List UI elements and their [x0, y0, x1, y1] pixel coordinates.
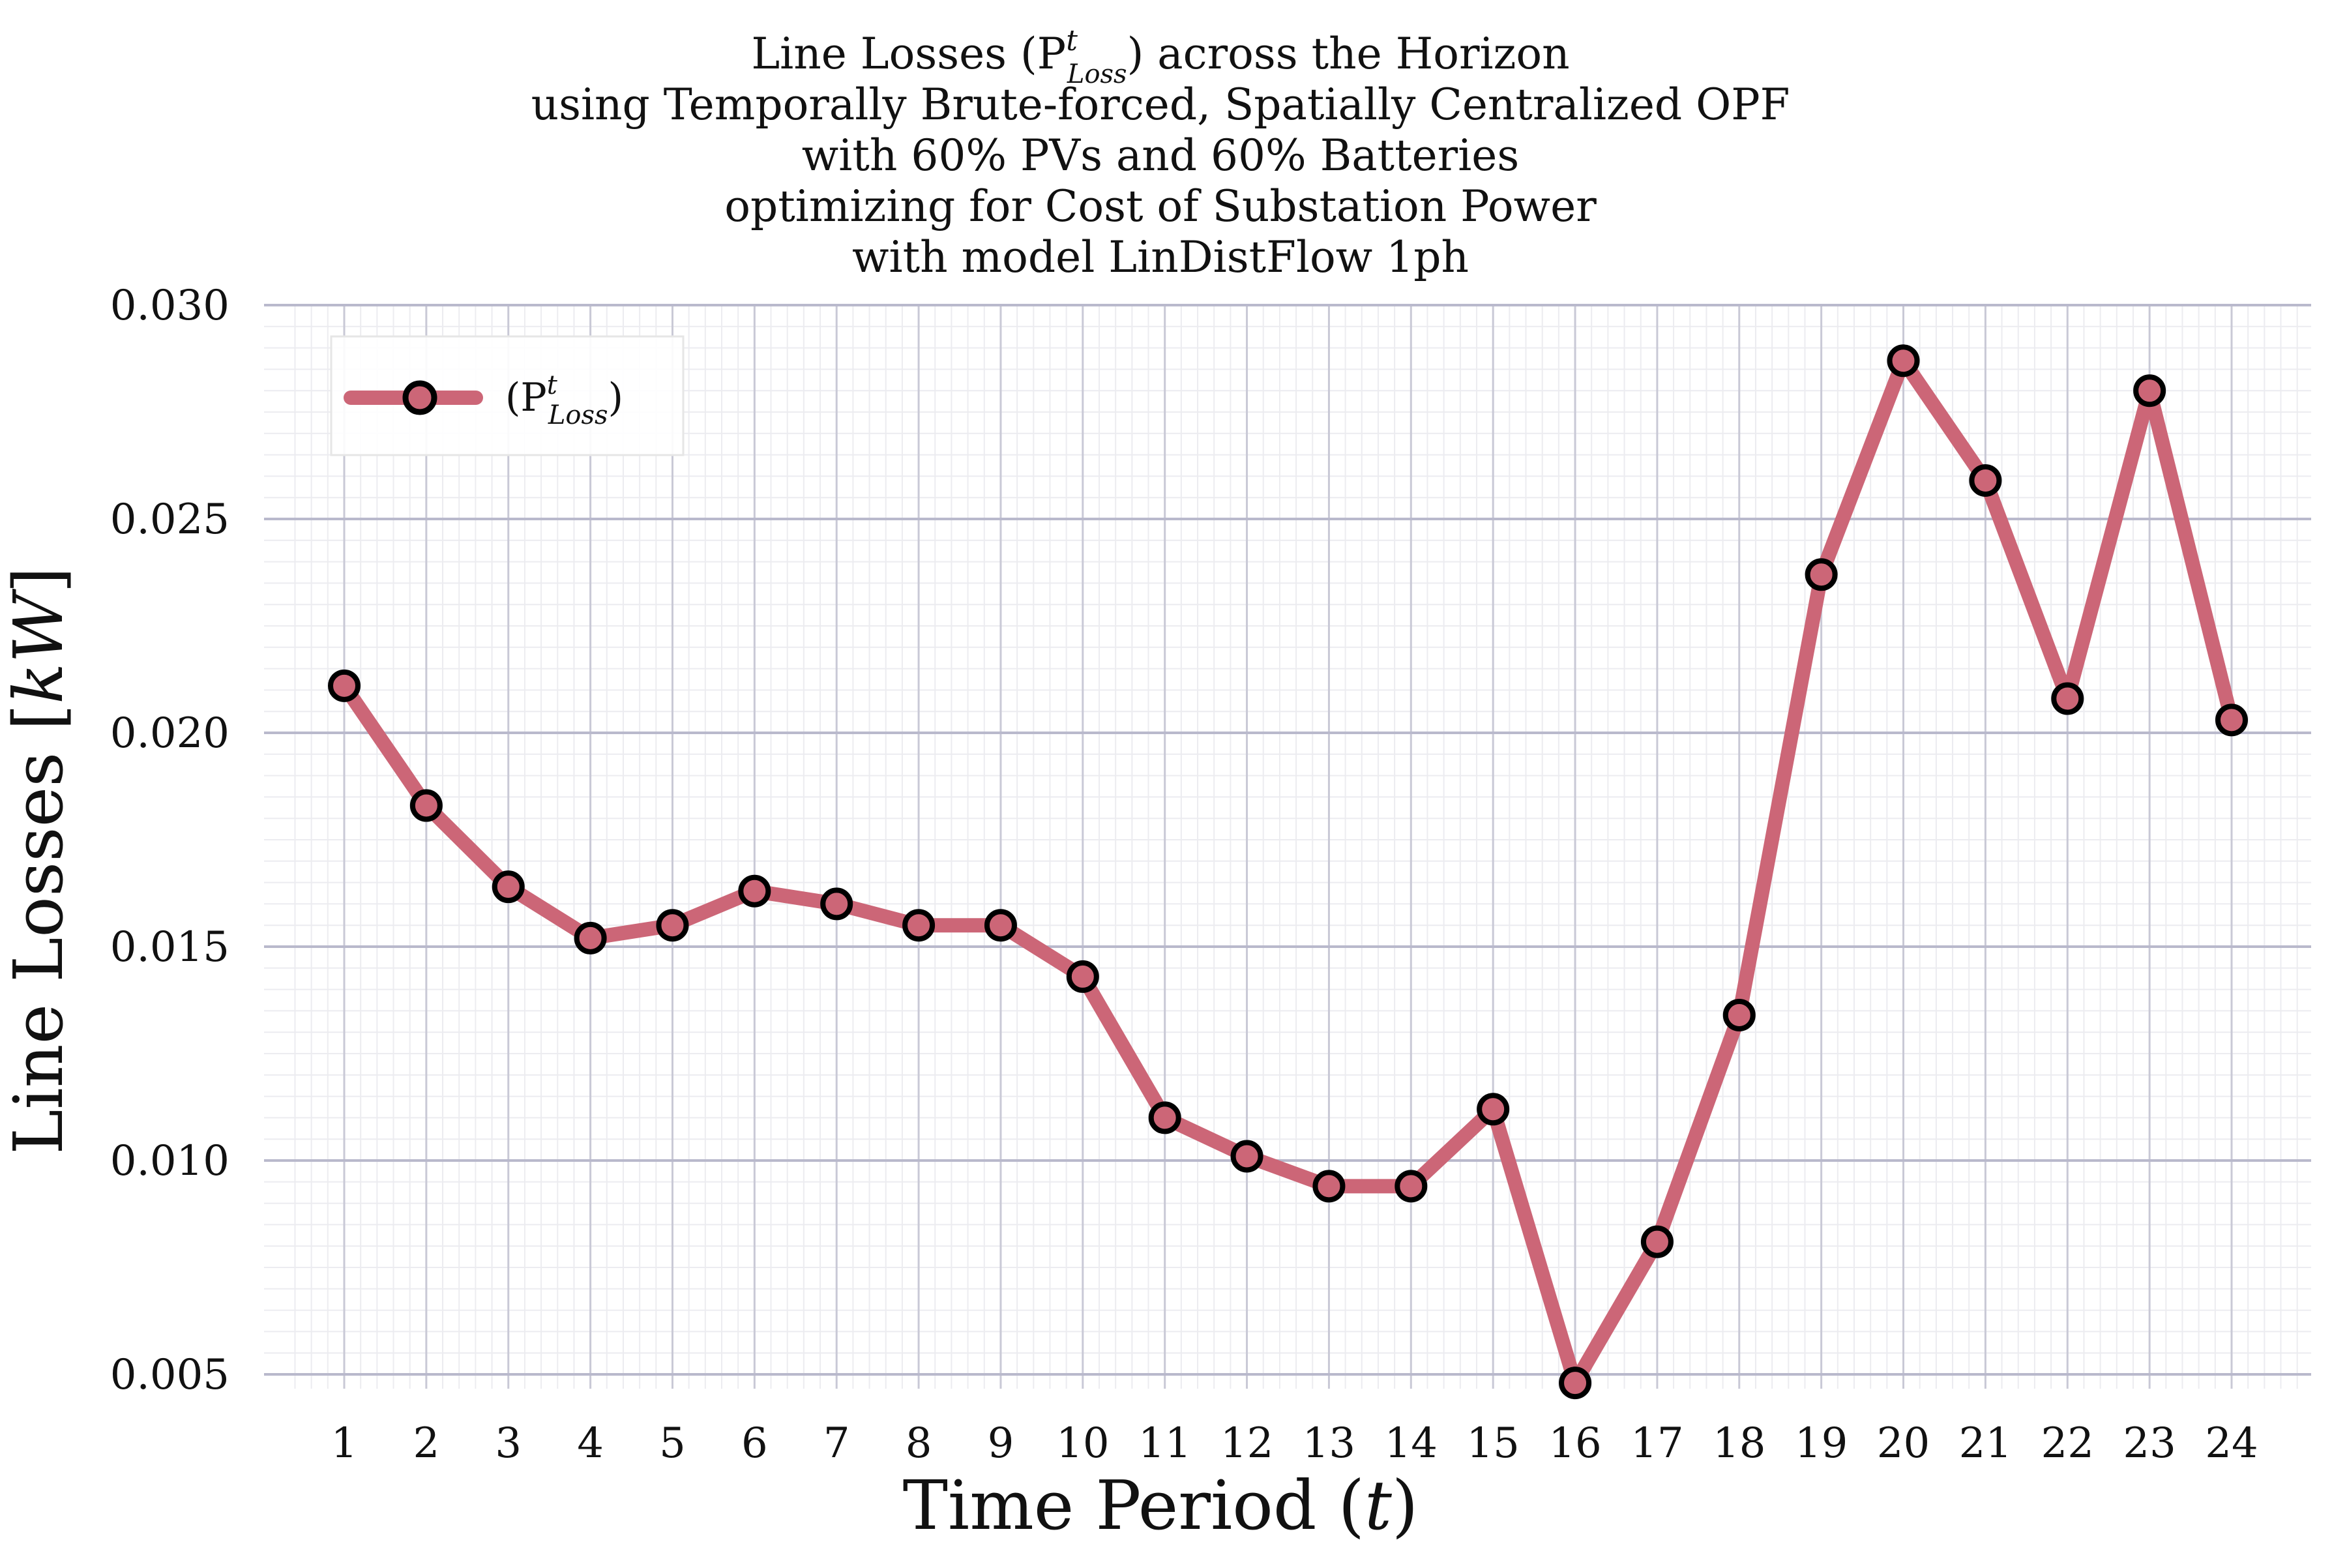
- y-axis-label: Line Losses [kW]: [0, 567, 78, 1154]
- data-point-1: [328, 669, 361, 702]
- x-tick-label: 16: [1548, 1419, 1601, 1468]
- data-point-16: [1559, 1367, 1592, 1400]
- data-point-17: [1640, 1225, 1674, 1258]
- data-point-6: [738, 874, 771, 908]
- title-line-2: using Temporally Brute-forced, Spatially…: [531, 80, 1790, 130]
- x-tick-label: 10: [1056, 1419, 1109, 1468]
- x-tick-label: 13: [1303, 1419, 1355, 1468]
- x-tick-label: 23: [2123, 1419, 2176, 1468]
- x-tick-labels: 1 2 3 4 5 6 7 8 9 10 11 12 13 14 15 16 17 18 19 20 21 22 23 24: [331, 1419, 2258, 1468]
- data-point-22: [2051, 682, 2084, 715]
- x-tick-label: 4: [577, 1419, 604, 1468]
- x-tick-label: 21: [1959, 1419, 2012, 1468]
- x-tick-label: 1: [331, 1419, 358, 1468]
- data-point-19: [1805, 558, 1838, 591]
- data-point-7: [820, 887, 853, 921]
- series-layer: [328, 344, 2248, 1400]
- x-tick-label: 2: [413, 1419, 440, 1468]
- title-line-5: with model LinDistFlow 1ph: [852, 232, 1469, 282]
- x-tick-label: 15: [1466, 1419, 1519, 1468]
- y-tick-label: 0.005: [110, 1351, 229, 1399]
- legend-entry-label: (Pt Loss): [505, 370, 623, 430]
- x-tick-label: 24: [2205, 1419, 2258, 1468]
- data-point-9: [984, 909, 1017, 942]
- data-point-13: [1312, 1170, 1346, 1203]
- data-point-23: [2133, 374, 2166, 407]
- legend-marker-swatch: [402, 380, 437, 415]
- data-point-4: [574, 921, 607, 954]
- data-point-12: [1230, 1140, 1263, 1173]
- data-point-5: [656, 909, 689, 942]
- x-tick-label: 12: [1220, 1419, 1273, 1468]
- data-point-3: [492, 870, 525, 904]
- data-point-8: [902, 909, 936, 942]
- title-superscript: t: [1066, 24, 1078, 57]
- data-point-2: [409, 789, 443, 822]
- x-tick-label: 14: [1385, 1419, 1438, 1468]
- y-tick-label: 0.020: [110, 709, 229, 758]
- data-point-21: [1969, 464, 2002, 497]
- x-tick-label: 6: [741, 1419, 768, 1468]
- y-tick-label: 0.030: [110, 282, 229, 330]
- major-grid: [264, 304, 2311, 1389]
- x-tick-label: 19: [1795, 1419, 1848, 1468]
- data-point-14: [1395, 1170, 1428, 1203]
- x-tick-label: 18: [1713, 1419, 1765, 1468]
- title-line-3: with 60% PVs and 60% Batteries: [802, 130, 1520, 181]
- x-tick-label: 9: [988, 1419, 1014, 1468]
- data-point-11: [1148, 1101, 1181, 1134]
- x-tick-label: 17: [1631, 1419, 1683, 1468]
- y-tick-labels: 0.005 0.010 0.015 0.020 0.025 0.030: [110, 282, 229, 1399]
- y-tick-label: 0.025: [110, 496, 229, 544]
- x-tick-label: 3: [495, 1419, 522, 1468]
- data-point-15: [1477, 1093, 1510, 1126]
- x-tick-label: 20: [1877, 1419, 1930, 1468]
- data-point-20: [1887, 344, 1920, 377]
- x-tick-label: 5: [659, 1419, 686, 1468]
- x-axis-label: Time Period (t): [903, 1466, 1419, 1545]
- data-point-10: [1066, 960, 1099, 993]
- x-tick-label: 7: [823, 1419, 850, 1468]
- title-subscript: Loss: [1067, 59, 1127, 89]
- x-tick-label: 11: [1138, 1419, 1191, 1468]
- title-line-1: Line Losses (Pt Loss) across the Horizon: [751, 24, 1569, 89]
- y-tick-label: 0.015: [110, 923, 229, 971]
- x-tick-label: 8: [906, 1419, 932, 1468]
- data-point-24: [2215, 703, 2248, 737]
- x-tick-label: 22: [2041, 1419, 2094, 1468]
- title-line-4: optimizing for Cost of Substation Power: [724, 181, 1597, 231]
- legend: (Pt Loss): [330, 335, 685, 456]
- y-tick-label: 0.010: [110, 1137, 229, 1185]
- data-point-18: [1722, 998, 1756, 1031]
- chart-title: Line Losses (Pt Loss) across the Horizon …: [531, 24, 1790, 282]
